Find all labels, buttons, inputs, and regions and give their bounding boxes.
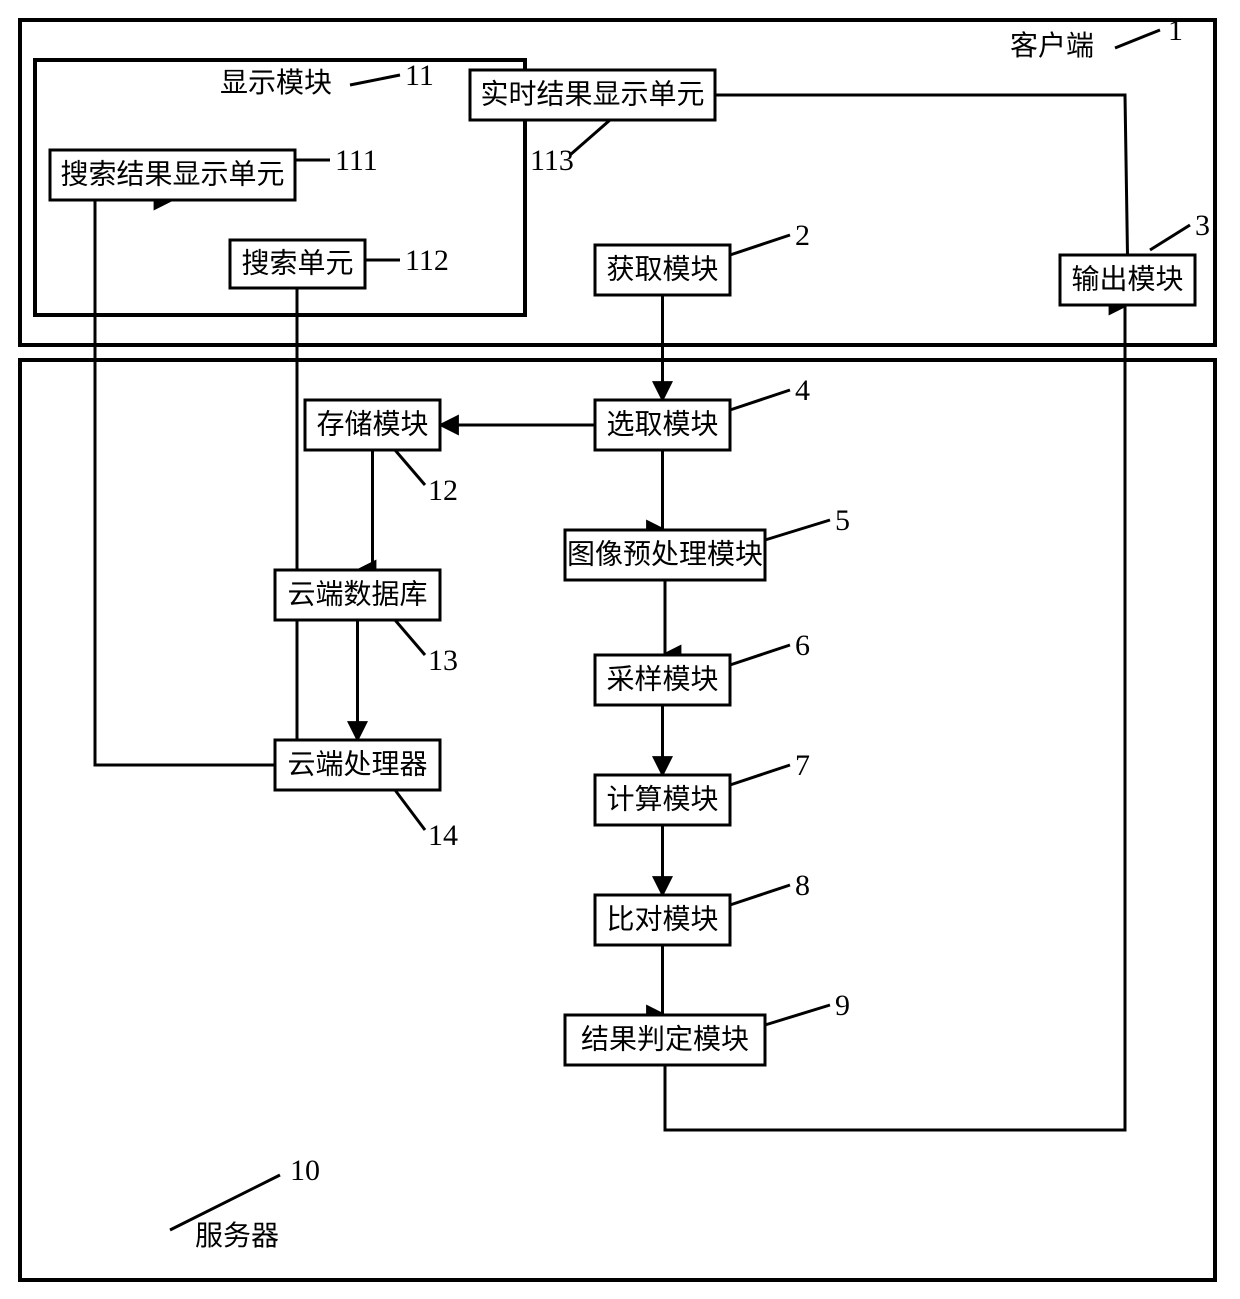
node-n4-label: 选取模块 [606,409,718,441]
node-n7-number: 7 [795,749,810,782]
leader-n7 [730,765,790,785]
node-n6-number: 6 [795,629,810,662]
node-n9-label: 结果判定模块 [581,1024,749,1056]
leader-n14 [395,790,425,830]
edge-n3-n113 [715,95,1128,255]
container-server-number: 10 [290,1154,320,1187]
node-n112-label: 搜索单元 [241,248,353,280]
leader-n6 [730,645,790,665]
container-display-label: 显示模块 [220,67,332,99]
node-n13-label: 云端数据库 [287,579,427,611]
edge-n4-n5 [663,450,666,530]
leader-n9 [765,1005,830,1025]
node-n3-number: 3 [1195,209,1210,242]
leader-container-client [1115,30,1160,48]
node-n6-label: 采样模块 [606,664,718,696]
node-n13-number: 13 [428,644,458,677]
node-n12-label: 存储模块 [316,409,428,441]
node-n111-label: 搜索结果显示单元 [60,159,284,191]
leader-n4 [730,390,790,410]
node-n4-number: 4 [795,374,810,407]
node-n5-label: 图像预处理模块 [567,539,763,571]
node-n5-number: 5 [835,504,850,537]
node-n111-number: 111 [335,144,378,177]
leader-n8 [730,885,790,905]
node-n14-number: 14 [428,819,458,852]
container-client-number: 1 [1168,14,1183,47]
leader-n12 [395,450,425,485]
leader-n5 [765,520,830,540]
node-n112-number: 112 [405,244,449,277]
container-server-label: 服务器 [195,1220,279,1252]
leader-n2 [730,235,790,255]
container-display-number: 11 [405,59,434,92]
leader-n13 [395,620,425,655]
node-n14-label: 云端处理器 [287,749,427,781]
edge-n9-n3 [665,305,1128,1130]
node-n9-number: 9 [835,989,850,1022]
node-n8-number: 8 [795,869,810,902]
node-n113-number: 113 [530,144,574,177]
leader-container-display [350,75,400,85]
leader-n3 [1150,225,1190,250]
node-n8-label: 比对模块 [606,904,718,936]
node-n7-label: 计算模块 [606,784,718,816]
node-n2-label: 获取模块 [606,254,718,286]
node-n2-number: 2 [795,219,810,252]
container-client-label: 客户端 [1010,30,1094,62]
leader-n113 [570,120,610,155]
node-n12-number: 12 [428,474,458,507]
edge-n5-n6 [663,580,666,655]
edge-n12-n13 [358,450,373,570]
node-n113-label: 实时结果显示单元 [480,79,704,111]
edge-n8-n9 [663,945,666,1015]
node-n3-label: 输出模块 [1071,264,1183,296]
